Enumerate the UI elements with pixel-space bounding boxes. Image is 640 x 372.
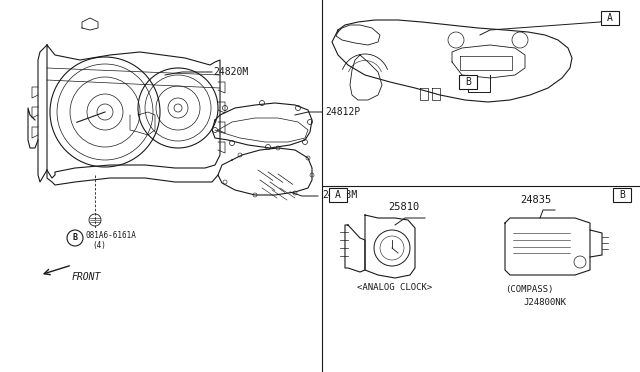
Text: B: B xyxy=(465,77,471,87)
Text: 24820M: 24820M xyxy=(213,67,248,77)
Text: 24812P: 24812P xyxy=(325,107,360,117)
Bar xyxy=(601,11,619,25)
Text: (COMPASS): (COMPASS) xyxy=(505,285,554,294)
Circle shape xyxy=(67,230,83,246)
Text: B: B xyxy=(619,190,625,200)
Text: <ANALOG CLOCK>: <ANALOG CLOCK> xyxy=(357,283,432,292)
Bar xyxy=(613,188,631,202)
Bar xyxy=(329,188,347,202)
Text: 24835: 24835 xyxy=(520,195,551,205)
Text: 081A6-6161A: 081A6-6161A xyxy=(86,231,137,240)
Text: B: B xyxy=(72,234,77,243)
Text: (4): (4) xyxy=(92,241,106,250)
Text: A: A xyxy=(607,13,613,23)
Bar xyxy=(459,75,477,89)
Text: A: A xyxy=(335,190,341,200)
Text: 24813M: 24813M xyxy=(322,190,357,200)
Text: 25810: 25810 xyxy=(388,202,419,212)
Text: FRONT: FRONT xyxy=(72,272,101,282)
Text: J24800NK: J24800NK xyxy=(523,298,566,307)
